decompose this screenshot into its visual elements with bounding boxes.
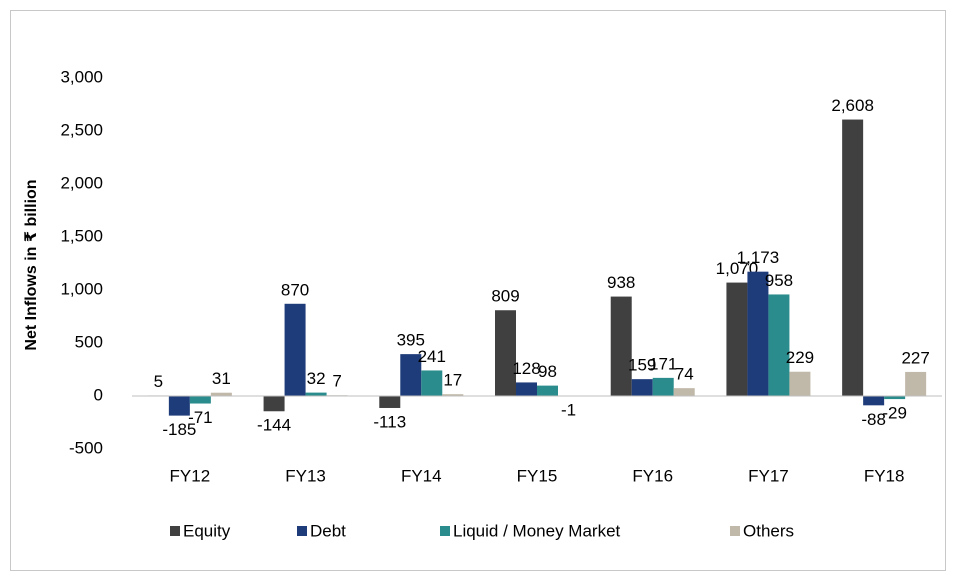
bar (905, 371, 927, 396)
bar (652, 377, 674, 396)
bar (400, 354, 422, 396)
bar (263, 396, 285, 412)
y-tick-label: 2,000 (60, 173, 103, 192)
legend-swatch (730, 526, 740, 536)
bar (631, 379, 653, 396)
chart-border (10, 10, 946, 571)
data-label: 870 (281, 280, 309, 299)
bar (305, 392, 327, 396)
bar (189, 396, 211, 404)
bar (863, 396, 885, 406)
y-tick-label: 3,000 (60, 67, 103, 86)
y-tick-label: 500 (75, 332, 103, 351)
x-tick-label: FY17 (748, 466, 789, 485)
y-tick-label: -500 (69, 438, 103, 457)
bar (842, 119, 864, 396)
data-label: -29 (882, 404, 907, 423)
legend-label: Debt (310, 521, 346, 540)
bar (673, 388, 695, 396)
data-label: 241 (418, 347, 446, 366)
data-label: 74 (675, 365, 694, 384)
data-label: -185 (162, 420, 196, 439)
bar (442, 394, 464, 396)
bar (379, 396, 401, 408)
bar (768, 294, 790, 396)
bar (284, 303, 306, 396)
legend-swatch (170, 526, 180, 536)
bar (495, 310, 516, 396)
y-tick-label: 1,000 (60, 279, 103, 298)
data-label: -144 (257, 416, 291, 435)
data-label: 159 (628, 356, 656, 375)
bar (726, 282, 748, 396)
data-label: 128 (512, 359, 540, 378)
y-tick-label: 1,500 (60, 226, 103, 245)
x-tick-label: FY18 (864, 466, 905, 485)
y-axis-title: Net Inflows in ₹ billion (23, 179, 40, 350)
data-label: -71 (188, 408, 213, 427)
x-tick-label: FY16 (632, 466, 673, 485)
data-label: 229 (786, 348, 814, 367)
data-label: 31 (212, 369, 231, 388)
bar (610, 296, 632, 396)
data-label: 958 (765, 271, 793, 290)
x-tick-label: FY15 (517, 466, 558, 485)
legend-swatch (297, 526, 307, 536)
data-label: 17 (443, 371, 462, 390)
data-label: 227 (901, 348, 929, 367)
bar (421, 370, 443, 396)
data-label: 98 (538, 362, 557, 381)
data-label: 809 (491, 287, 519, 306)
legend-swatch (440, 526, 450, 536)
bar (168, 396, 190, 416)
bar (537, 385, 558, 396)
y-tick-label: 2,500 (60, 120, 103, 139)
data-label: -88 (861, 410, 886, 429)
bar (516, 382, 537, 396)
x-tick-label: FY13 (285, 466, 326, 485)
legend-label: Others (743, 521, 794, 540)
bar (210, 392, 232, 396)
bar (747, 271, 769, 396)
bar (884, 396, 906, 400)
y-tick-label: 0 (94, 385, 103, 404)
bar (789, 371, 811, 396)
data-label: 1,173 (737, 248, 780, 267)
data-label: 395 (397, 331, 425, 350)
data-label: 938 (607, 273, 635, 292)
data-label: 171 (649, 354, 677, 373)
data-label: 7 (332, 372, 341, 391)
x-tick-label: FY12 (170, 466, 211, 485)
data-label: -113 (373, 412, 406, 431)
legend-label: Equity (183, 521, 231, 540)
x-tick-label: FY14 (401, 466, 442, 485)
data-label: 5 (154, 372, 163, 391)
legend-label: Liquid / Money Market (453, 521, 621, 540)
data-label: 2,608 (831, 96, 874, 115)
data-label: -1 (561, 401, 576, 420)
data-label: 32 (307, 369, 326, 388)
